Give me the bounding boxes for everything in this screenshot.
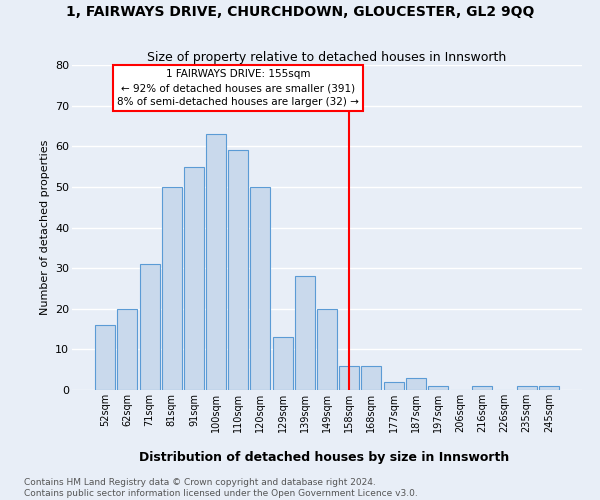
- Bar: [517, 386, 536, 390]
- Text: 1, FAIRWAYS DRIVE, CHURCHDOWN, GLOUCESTER, GL2 9QQ: 1, FAIRWAYS DRIVE, CHURCHDOWN, GLOUCESTE…: [66, 5, 534, 19]
- Title: Size of property relative to detached houses in Innsworth: Size of property relative to detached ho…: [148, 51, 506, 64]
- Bar: [317, 308, 337, 390]
- Bar: [184, 166, 204, 390]
- Bar: [383, 382, 404, 390]
- Bar: [428, 386, 448, 390]
- Y-axis label: Number of detached properties: Number of detached properties: [40, 140, 50, 315]
- Bar: [406, 378, 426, 390]
- Bar: [95, 325, 115, 390]
- Bar: [539, 386, 559, 390]
- Bar: [162, 187, 182, 390]
- Bar: [361, 366, 382, 390]
- Bar: [118, 308, 137, 390]
- Bar: [250, 187, 271, 390]
- Bar: [272, 337, 293, 390]
- Text: Contains HM Land Registry data © Crown copyright and database right 2024.
Contai: Contains HM Land Registry data © Crown c…: [24, 478, 418, 498]
- Bar: [206, 134, 226, 390]
- Bar: [472, 386, 492, 390]
- Bar: [140, 264, 160, 390]
- Text: Distribution of detached houses by size in Innsworth: Distribution of detached houses by size …: [139, 451, 509, 464]
- Bar: [295, 276, 315, 390]
- Bar: [228, 150, 248, 390]
- Bar: [339, 366, 359, 390]
- Text: 1 FAIRWAYS DRIVE: 155sqm
← 92% of detached houses are smaller (391)
8% of semi-d: 1 FAIRWAYS DRIVE: 155sqm ← 92% of detach…: [118, 69, 359, 107]
